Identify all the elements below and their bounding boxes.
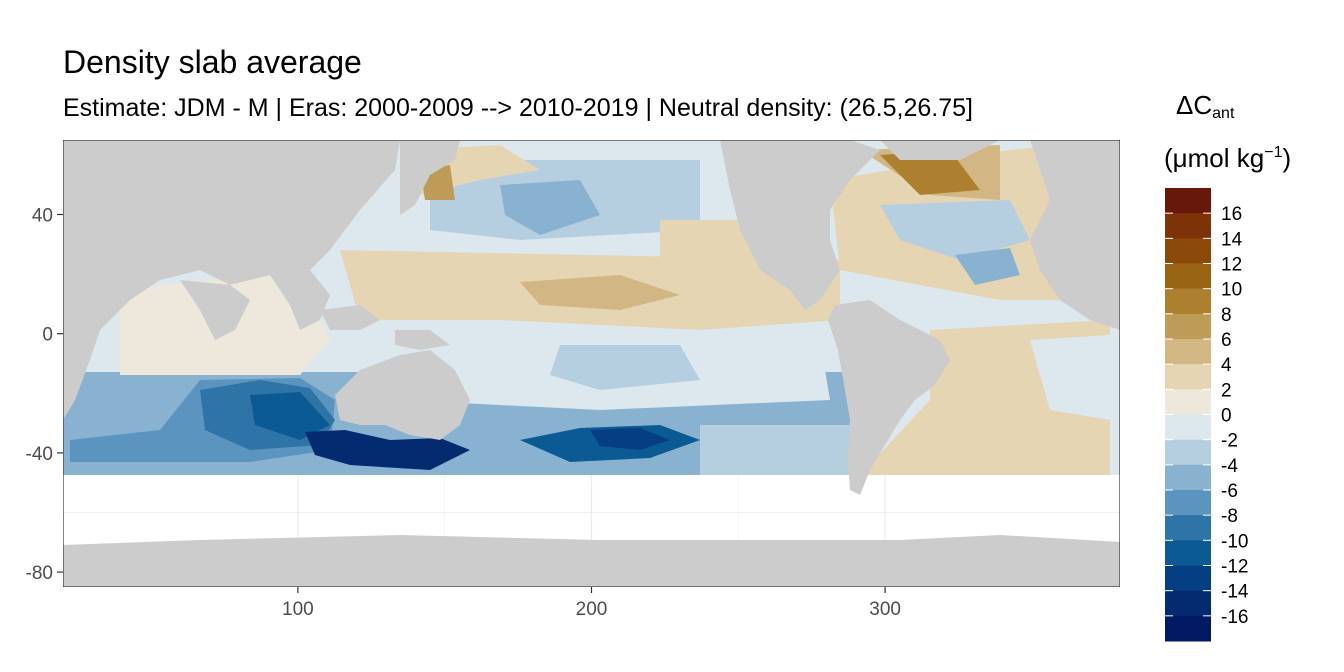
colorbar-swatch: [1165, 540, 1211, 566]
colorbar-label: 2: [1221, 380, 1232, 401]
greenland: [880, 140, 1000, 160]
colorbar-label: 6: [1221, 330, 1232, 351]
colorbar-swatch: [1165, 464, 1211, 491]
gridlines: [63, 475, 1120, 545]
colorbar-label: 16: [1221, 204, 1242, 225]
north-atlantic-gyre: [880, 200, 1030, 260]
axes: 100 200 300 -80 -40 0 40: [26, 206, 901, 621]
australia: [335, 350, 470, 440]
colorbar-label: 0: [1221, 406, 1232, 427]
colorbar-label: 4: [1221, 355, 1232, 376]
se-pacific-field: [700, 425, 870, 475]
colorbar-swatch: [1165, 364, 1211, 390]
colorbar-label: 8: [1221, 305, 1232, 326]
colorbar-swatch: [1165, 238, 1211, 264]
colorbar-label: -8: [1221, 506, 1238, 527]
colorbar-swatch: [1165, 339, 1211, 365]
colorbar-swatch: [1165, 515, 1211, 541]
kuroshio-extension: [500, 180, 600, 235]
legend-title-unit: (μmol kg−1): [1164, 136, 1291, 175]
chart-subtitle: Estimate: JDM - M | Eras: 2000-2009 --> …: [63, 94, 973, 122]
legend-symbol: ΔC: [1176, 90, 1213, 120]
south-pacific-gyre: [550, 345, 700, 390]
legend-unit-close: ): [1282, 143, 1292, 173]
indian-south-deep: [250, 392, 330, 440]
colorbar-swatch: [1165, 490, 1211, 516]
colorbar: 16 14 12 10 8 6 4 2 0 -2 -4 -6 -8 -10 -12 -14 -16: [1165, 188, 1249, 642]
colorbar-swatch: [1165, 590, 1211, 617]
colorbar-swatch: [1165, 414, 1211, 441]
legend-subscript: ant: [1212, 105, 1235, 122]
x-tick-label: 200: [576, 599, 608, 620]
colorbar-swatch: [1165, 615, 1211, 642]
antarctica: [63, 535, 1120, 587]
colorbar-label: -10: [1221, 531, 1248, 552]
east-asia: [400, 140, 460, 215]
colorbar-label: 10: [1221, 280, 1242, 301]
africa-eurasia: [63, 140, 400, 420]
colorbar-label: -4: [1221, 456, 1238, 477]
colorbar-label: 14: [1221, 229, 1243, 250]
labrador-core: [880, 150, 980, 195]
colorbar-swatch: [1165, 213, 1211, 239]
colorbar-swatch: [1165, 313, 1211, 340]
colorbar-swatch: [1165, 263, 1211, 290]
legend-unit-exp: −1: [1264, 144, 1283, 161]
australia-south-core: [305, 430, 470, 470]
colorbar-label: 12: [1221, 255, 1242, 276]
new-guinea: [395, 330, 450, 350]
legend-title-symbol: ΔCant: [1176, 88, 1234, 131]
se-asia: [270, 270, 330, 330]
north-pacific-tropical-core: [520, 275, 680, 310]
colorbar-swatch: [1165, 288, 1211, 315]
colorbar-label: -14: [1221, 582, 1249, 603]
south-atlantic-east: [1030, 335, 1110, 420]
x-tick-label: 300: [869, 599, 901, 620]
colorbar-label: -6: [1221, 481, 1238, 502]
land: [63, 140, 1120, 587]
x-tick-label: 100: [282, 599, 314, 620]
y-tick-label: -40: [26, 444, 53, 465]
north-atlantic-core: [955, 248, 1020, 285]
legend-unit-open: (μmol kg: [1164, 143, 1265, 173]
colorbar-label: -12: [1221, 557, 1248, 578]
north-america: [720, 140, 880, 310]
chart-title: Density slab average: [63, 44, 362, 80]
colorbar-swatch: [1165, 188, 1211, 214]
colorbar-label: -2: [1221, 431, 1238, 452]
colorbar-swatch: [1165, 439, 1211, 466]
pacific-south-deep: [590, 428, 670, 450]
europe-africa: [1030, 140, 1120, 330]
map-panel: [63, 140, 1120, 587]
indonesia-west: [320, 305, 380, 330]
y-tick-label: 0: [42, 325, 53, 346]
y-tick-label: 40: [32, 206, 53, 227]
colorbar-swatch: [1165, 389, 1211, 415]
south-america: [828, 300, 950, 495]
colorbar-swatch: [1165, 565, 1211, 592]
colorbar-label: -16: [1221, 607, 1248, 628]
india: [180, 280, 250, 340]
y-tick-label: -80: [26, 563, 53, 584]
